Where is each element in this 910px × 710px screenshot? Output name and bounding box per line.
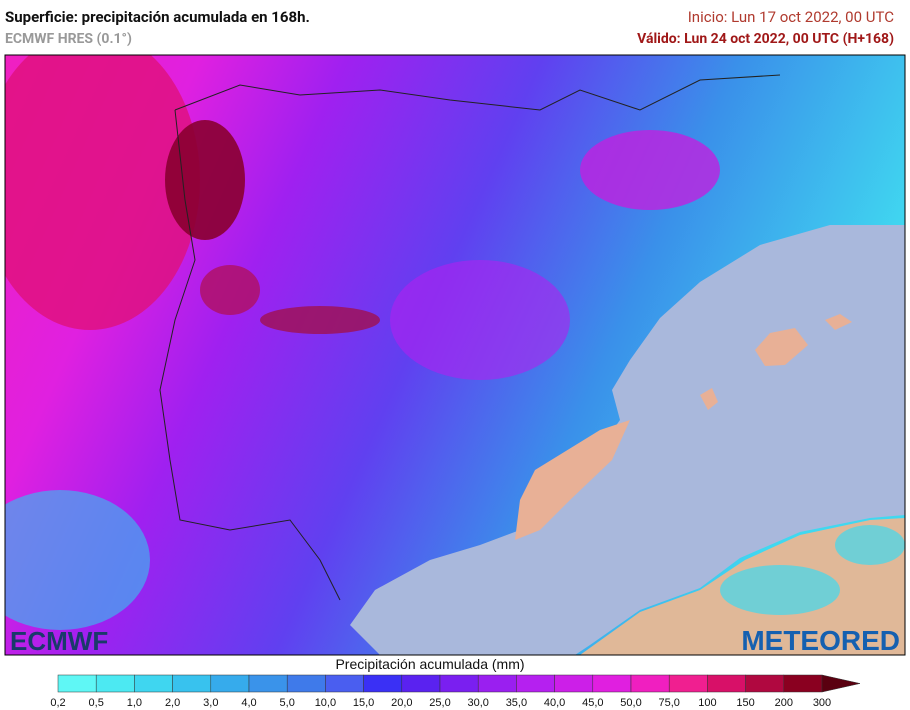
- colorbar-segment: [248, 674, 288, 693]
- colorbar-tick-label: 100: [698, 697, 716, 709]
- meteored-logo: METEORED: [741, 625, 900, 656]
- colorbar-tick-label: 15,0: [353, 697, 374, 709]
- colorbar-segment: [95, 674, 135, 693]
- colorbar-tick-label: 45,0: [582, 697, 603, 709]
- colorbar-segment: [172, 674, 212, 693]
- colorbar: 0,2 0,5 1,0 2,0 3,0 4,0 5,0 10,0 15,0 20,0 25,0 30,…: [50, 674, 861, 709]
- colorbar-segment: [783, 674, 823, 693]
- colorbar-segment: [210, 674, 250, 693]
- colorbar-tick-label: 30,0: [467, 697, 488, 709]
- colorbar-tick-label: 0,5: [89, 697, 104, 709]
- colorbar-arrow: [821, 674, 861, 693]
- colorbar-segment: [592, 674, 632, 693]
- colorbar-segment: [707, 674, 746, 693]
- colorbar-tick-label: 20,0: [391, 697, 412, 709]
- colorbar-tick-label: 300: [813, 697, 831, 709]
- model: ECMWF HRES (0.1°): [5, 31, 132, 47]
- colorbar-tick-label: 0,2: [50, 697, 65, 709]
- colorbar-tick-label: 2,0: [165, 697, 180, 709]
- colorbar-segment: [401, 674, 441, 693]
- colorbar-segment: [57, 674, 97, 693]
- colorbar-tick-label: 25,0: [429, 697, 450, 709]
- colorbar-segment: [286, 674, 326, 693]
- colorbar-tick-label: 75,0: [658, 697, 679, 709]
- legend-title: Precipitación acumulada (mm): [335, 656, 524, 672]
- colorbar-tick-label: 35,0: [506, 697, 527, 709]
- colorbar-segment: [668, 674, 708, 693]
- colorbar-tick-label: 1,0: [127, 697, 142, 709]
- title: Superficie: precipitación acumulada en 1…: [5, 8, 310, 26]
- colorbar-segment: [477, 674, 517, 693]
- colorbar-segment: [745, 674, 785, 693]
- start-time: Inicio: Lun 17 oct 2022, 00 UTC: [687, 8, 894, 26]
- valid-time: Válido: Lun 24 oct 2022, 00 UTC (H+168): [637, 31, 894, 47]
- colorbar-tick-label: 50,0: [620, 697, 641, 709]
- ecmwf-logo: ECMWF: [10, 626, 108, 656]
- colorbar-tick-label: 40,0: [544, 697, 565, 709]
- colorbar-segment: [516, 674, 555, 693]
- colorbar-segment: [134, 674, 173, 693]
- map-area: [5, 55, 905, 655]
- colorbar-tick-label: 150: [736, 697, 754, 709]
- colorbar-tick-label: 200: [775, 697, 793, 709]
- colorbar-segment: [554, 674, 594, 693]
- colorbar-tick-label: 5,0: [280, 697, 295, 709]
- colorbar-tick-label: 10,0: [315, 697, 336, 709]
- colorbar-tick-label: 4,0: [241, 697, 256, 709]
- colorbar-segment: [363, 674, 403, 693]
- colorbar-tick-label: 3,0: [203, 697, 218, 709]
- colorbar-segment: [630, 674, 670, 693]
- colorbar-segment: [439, 674, 479, 693]
- colorbar-segment: [325, 674, 364, 693]
